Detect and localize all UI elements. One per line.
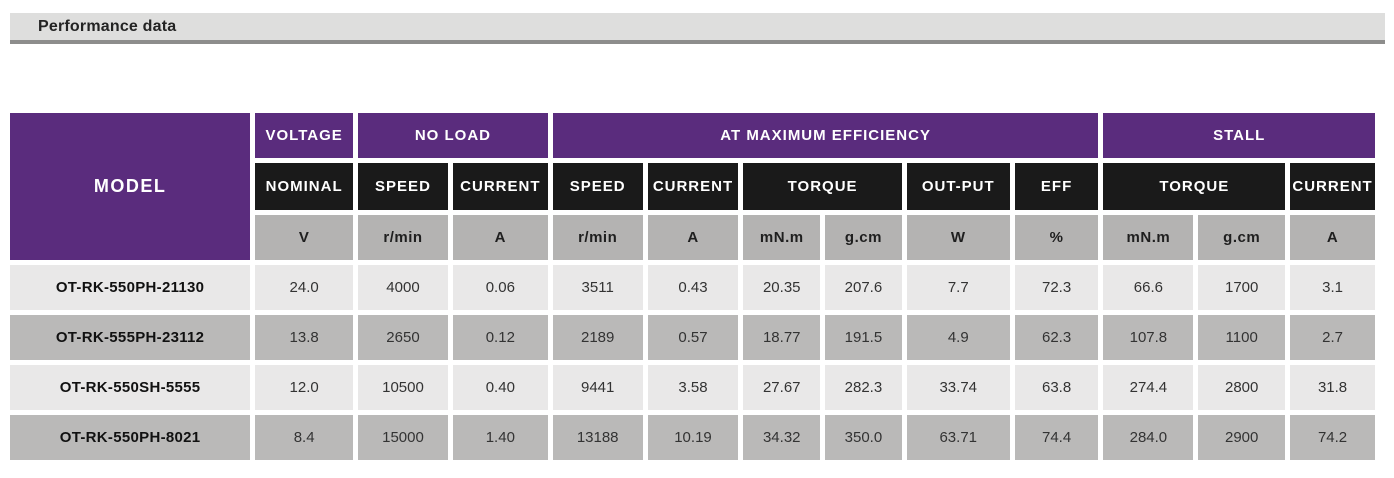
subheader-maxeff-speed: SPEED	[552, 163, 643, 210]
group-header-stall: STALL	[1103, 113, 1375, 158]
cell-stall-torque-gcm: 1700	[1198, 265, 1286, 310]
group-header-voltage: VOLTAGE	[255, 113, 354, 158]
cell-maxeff-current: 10.19	[647, 415, 739, 460]
unit-maxeff-mnm: mN.m	[743, 215, 821, 260]
subheader-maxeff-current: CURRENT	[647, 163, 739, 210]
cell-maxeff-torque-mnm: 34.32	[743, 415, 821, 460]
cell-maxeff-torque-mnm: 27.67	[743, 365, 821, 410]
cell-stall-torque-gcm: 1100	[1198, 315, 1286, 360]
cell-noload-current: 0.06	[452, 265, 548, 310]
cell-noload-current: 0.12	[452, 315, 548, 360]
subheader-row: NOMINAL SPEED CURRENT SPEED CURRENT TORQ…	[10, 163, 1375, 210]
cell-stall-torque-mnm: 274.4	[1103, 365, 1194, 410]
cell-nominal-voltage: 13.8	[255, 315, 354, 360]
unit-stall-gcm: g.cm	[1198, 215, 1286, 260]
model-name: OT-RK-550SH-5555	[10, 365, 251, 410]
cell-maxeff-speed: 13188	[552, 415, 643, 460]
unit-maxeff-gcm: g.cm	[825, 215, 902, 260]
cell-eff: 72.3	[1014, 265, 1099, 310]
cell-stall-torque-mnm: 284.0	[1103, 415, 1194, 460]
table-row: OT-RK-550SH-5555 12.0 10500 0.40 9441 3.…	[10, 365, 1375, 410]
unit-noload-amp: A	[452, 215, 548, 260]
cell-output: 4.9	[906, 315, 1010, 360]
cell-nominal-voltage: 24.0	[255, 265, 354, 310]
unit-stall-amp: A	[1290, 215, 1375, 260]
group-header-no-load: NO LOAD	[358, 113, 548, 158]
cell-maxeff-speed: 2189	[552, 315, 643, 360]
cell-maxeff-torque-mnm: 20.35	[743, 265, 821, 310]
cell-nominal-voltage: 12.0	[255, 365, 354, 410]
subheader-output: OUT-PUT	[906, 163, 1010, 210]
cell-stall-torque-mnm: 107.8	[1103, 315, 1194, 360]
model-column-header: MODEL	[10, 113, 251, 260]
cell-noload-speed: 10500	[358, 365, 448, 410]
subheader-noload-current: CURRENT	[452, 163, 548, 210]
table-row: OT-RK-550PH-8021 8.4 15000 1.40 13188 10…	[10, 415, 1375, 460]
unit-percent: %	[1014, 215, 1099, 260]
unit-stall-mnm: mN.m	[1103, 215, 1194, 260]
unit-maxeff-rpm: r/min	[552, 215, 643, 260]
cell-maxeff-torque-mnm: 18.77	[743, 315, 821, 360]
cell-eff: 63.8	[1014, 365, 1099, 410]
unit-maxeff-amp: A	[647, 215, 739, 260]
cell-noload-speed: 2650	[358, 315, 448, 360]
cell-maxeff-torque-gcm: 282.3	[825, 365, 902, 410]
subheader-stall-torque: TORQUE	[1103, 163, 1286, 210]
cell-noload-current: 0.40	[452, 365, 548, 410]
cell-eff: 74.4	[1014, 415, 1099, 460]
performance-table: MODEL VOLTAGE NO LOAD AT MAXIMUM EFFICIE…	[5, 108, 1380, 465]
model-name: OT-RK-555PH-23112	[10, 315, 251, 360]
subheader-stall-current: CURRENT	[1290, 163, 1375, 210]
units-row: V r/min A r/min A mN.m g.cm W % mN.m g.c…	[10, 215, 1375, 260]
cell-noload-speed: 15000	[358, 415, 448, 460]
model-name: OT-RK-550PH-21130	[10, 265, 251, 310]
cell-stall-current: 74.2	[1290, 415, 1375, 460]
subheader-eff: EFF	[1014, 163, 1099, 210]
cell-maxeff-current: 3.58	[647, 365, 739, 410]
model-name: OT-RK-550PH-8021	[10, 415, 251, 460]
cell-maxeff-speed: 3511	[552, 265, 643, 310]
cell-maxeff-torque-gcm: 350.0	[825, 415, 902, 460]
cell-nominal-voltage: 8.4	[255, 415, 354, 460]
cell-stall-current: 3.1	[1290, 265, 1375, 310]
subheader-nominal: NOMINAL	[255, 163, 354, 210]
cell-noload-speed: 4000	[358, 265, 448, 310]
table-row: OT-RK-550PH-21130 24.0 4000 0.06 3511 0.…	[10, 265, 1375, 310]
cell-stall-current: 31.8	[1290, 365, 1375, 410]
cell-maxeff-current: 0.43	[647, 265, 739, 310]
subheader-noload-speed: SPEED	[358, 163, 448, 210]
cell-noload-current: 1.40	[452, 415, 548, 460]
section-title: Performance data	[38, 17, 177, 35]
cell-output: 33.74	[906, 365, 1010, 410]
cell-stall-torque-mnm: 66.6	[1103, 265, 1194, 310]
cell-stall-current: 2.7	[1290, 315, 1375, 360]
cell-maxeff-torque-gcm: 207.6	[825, 265, 902, 310]
unit-watt: W	[906, 215, 1010, 260]
cell-maxeff-current: 0.57	[647, 315, 739, 360]
section-header-bar: Performance data	[10, 13, 1385, 44]
unit-noload-rpm: r/min	[358, 215, 448, 260]
table-row: OT-RK-555PH-23112 13.8 2650 0.12 2189 0.…	[10, 315, 1375, 360]
header-group-row: MODEL VOLTAGE NO LOAD AT MAXIMUM EFFICIE…	[10, 113, 1375, 260]
cell-maxeff-speed: 9441	[552, 365, 643, 410]
cell-eff: 62.3	[1014, 315, 1099, 360]
subheader-maxeff-torque: TORQUE	[743, 163, 902, 210]
cell-maxeff-torque-gcm: 191.5	[825, 315, 902, 360]
group-header-max-efficiency: AT MAXIMUM EFFICIENCY	[552, 113, 1099, 158]
cell-stall-torque-gcm: 2900	[1198, 415, 1286, 460]
cell-output: 7.7	[906, 265, 1010, 310]
unit-volt: V	[255, 215, 354, 260]
cell-stall-torque-gcm: 2800	[1198, 365, 1286, 410]
cell-output: 63.71	[906, 415, 1010, 460]
performance-table-container: MODEL VOLTAGE NO LOAD AT MAXIMUM EFFICIE…	[5, 108, 1380, 465]
